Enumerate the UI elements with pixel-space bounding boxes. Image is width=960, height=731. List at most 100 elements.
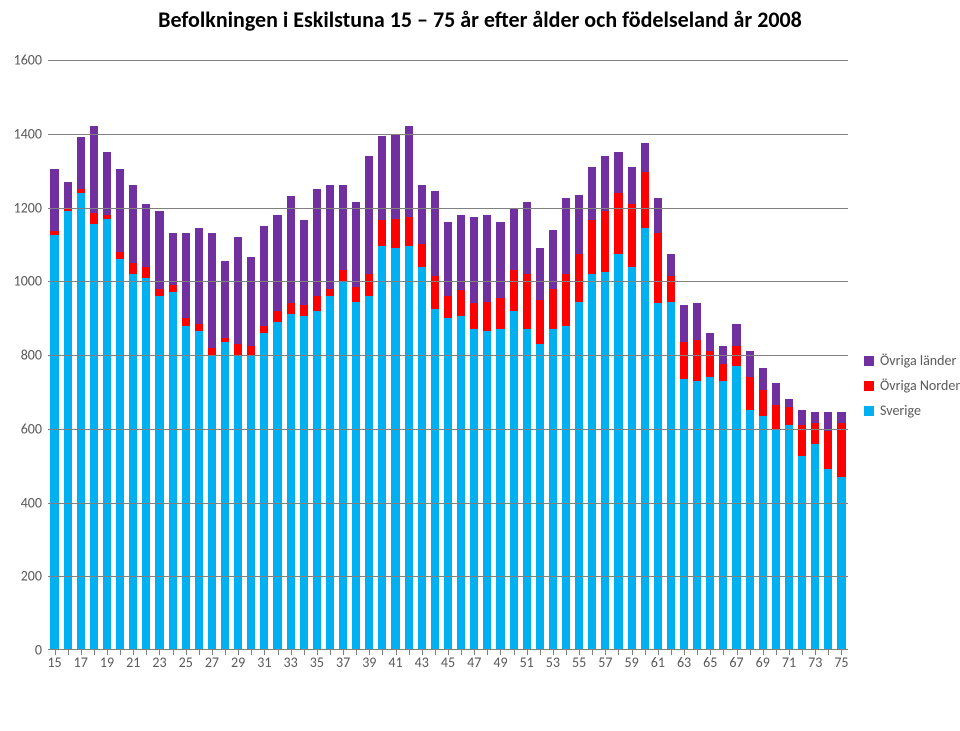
- bar-segment-övriga-länder: [510, 209, 518, 270]
- bar-segment-övriga-länder: [837, 412, 845, 423]
- bar-segment-övriga-länder: [405, 126, 413, 216]
- bar-segment-sverige: [352, 302, 360, 650]
- bar-segment-övriga-norden: [182, 318, 190, 325]
- x-axis-label: 49: [493, 654, 507, 671]
- bar-segment-övriga-norden: [221, 338, 229, 342]
- bar-segment-övriga-norden: [326, 289, 334, 296]
- gridline: [48, 355, 848, 356]
- bar-segment-sverige: [418, 267, 426, 651]
- bar-segment-sverige: [155, 296, 163, 650]
- x-axis-label: 39: [362, 654, 376, 671]
- y-axis-label: 1000: [14, 273, 42, 290]
- x-axis-label: 15: [47, 654, 61, 671]
- x-tick: [435, 650, 436, 655]
- bar-segment-övriga-norden: [313, 296, 321, 311]
- x-tick: [645, 650, 646, 655]
- bar-segment-övriga-norden: [391, 219, 399, 249]
- bar-segment-sverige: [50, 235, 58, 650]
- bar-segment-övriga-norden: [129, 263, 137, 274]
- bar-segment-sverige: [523, 329, 531, 650]
- bar-segment-övriga-länder: [247, 257, 255, 346]
- x-axis-label: 19: [100, 654, 114, 671]
- bar-segment-övriga-länder: [536, 248, 544, 300]
- bar-segment-övriga-norden: [549, 289, 557, 330]
- bar-segment-övriga-norden: [798, 425, 806, 456]
- x-tick: [304, 650, 305, 655]
- x-axis-label: 75: [834, 654, 848, 671]
- legend-swatch: [864, 381, 874, 391]
- bar-segment-övriga-länder: [182, 233, 190, 318]
- x-tick: [409, 650, 410, 655]
- x-axis-label: 43: [415, 654, 429, 671]
- x-axis-label: 33: [284, 654, 298, 671]
- bar-segment-sverige: [378, 246, 386, 650]
- x-axis-label: 37: [336, 654, 350, 671]
- x-axis-label: 69: [756, 654, 770, 671]
- bar-segment-övriga-norden: [470, 303, 478, 329]
- bar-segment-övriga-länder: [667, 254, 675, 276]
- bar-segment-övriga-norden: [405, 217, 413, 247]
- bar-segment-sverige: [510, 311, 518, 650]
- bar-segment-sverige: [182, 326, 190, 651]
- gridline: [48, 429, 848, 430]
- bar-segment-övriga-norden: [693, 340, 701, 381]
- x-tick: [382, 650, 383, 655]
- bar-segment-övriga-norden: [50, 231, 58, 235]
- bar-segment-sverige: [588, 274, 596, 650]
- bar-segment-sverige: [628, 267, 636, 651]
- bar-segment-övriga-norden: [103, 215, 111, 219]
- bar-segment-övriga-länder: [273, 215, 281, 311]
- bar-segment-övriga-norden: [457, 290, 465, 316]
- x-tick: [173, 650, 174, 655]
- bar-segment-sverige: [129, 274, 137, 650]
- bar-segment-övriga-länder: [470, 217, 478, 304]
- y-axis-label: 600: [21, 420, 42, 437]
- bar-segment-övriga-länder: [64, 182, 72, 208]
- x-tick: [566, 650, 567, 655]
- bar-segment-övriga-norden: [142, 267, 150, 278]
- x-axis-label: 73: [808, 654, 822, 671]
- bar-segment-övriga-norden: [588, 220, 596, 273]
- bar-segment-övriga-länder: [195, 228, 203, 324]
- x-axis-label: 51: [520, 654, 534, 671]
- x-tick: [618, 650, 619, 655]
- x-axis-label: 17: [74, 654, 88, 671]
- bar-segment-övriga-länder: [221, 261, 229, 338]
- bar-segment-övriga-norden: [339, 270, 347, 281]
- bar-segment-sverige: [457, 316, 465, 650]
- bar-segment-övriga-länder: [418, 185, 426, 244]
- x-tick: [330, 650, 331, 655]
- gridline: [48, 208, 848, 209]
- bar-segment-övriga-länder: [588, 167, 596, 220]
- bar-segment-övriga-norden: [155, 289, 163, 296]
- x-tick: [540, 650, 541, 655]
- bar-segment-sverige: [365, 296, 373, 650]
- legend-swatch: [864, 406, 874, 416]
- bar-segment-sverige: [260, 333, 268, 650]
- bar-segment-övriga-norden: [824, 431, 832, 470]
- bar-segment-sverige: [483, 331, 491, 650]
- bar-segment-sverige: [824, 469, 832, 650]
- chart-area: 02004006008001000120014001600 1517192123…: [48, 60, 848, 680]
- bar-segment-övriga-länder: [601, 156, 609, 211]
- bar-segment-övriga-länder: [129, 185, 137, 262]
- bar-segment-övriga-länder: [352, 202, 360, 287]
- bar-segment-sverige: [339, 281, 347, 650]
- x-axis-label: 59: [624, 654, 638, 671]
- bar-segment-sverige: [169, 292, 177, 650]
- x-tick: [697, 650, 698, 655]
- x-tick: [671, 650, 672, 655]
- x-axis-label: 41: [388, 654, 402, 671]
- x-axis-label: 29: [231, 654, 245, 671]
- bar-segment-sverige: [391, 248, 399, 650]
- bar-segment-sverige: [785, 425, 793, 650]
- bar-segment-övriga-länder: [260, 226, 268, 326]
- bar-segment-sverige: [405, 246, 413, 650]
- chart-title: Befolkningen i Eskilstuna 15 – 75 år eft…: [0, 6, 960, 33]
- bar-segment-övriga-länder: [300, 220, 308, 305]
- x-tick: [68, 650, 69, 655]
- legend-label: Övriga Norden: [880, 377, 960, 394]
- bar-segment-sverige: [64, 211, 72, 650]
- x-tick: [776, 650, 777, 655]
- bar-segment-övriga-norden: [378, 220, 386, 246]
